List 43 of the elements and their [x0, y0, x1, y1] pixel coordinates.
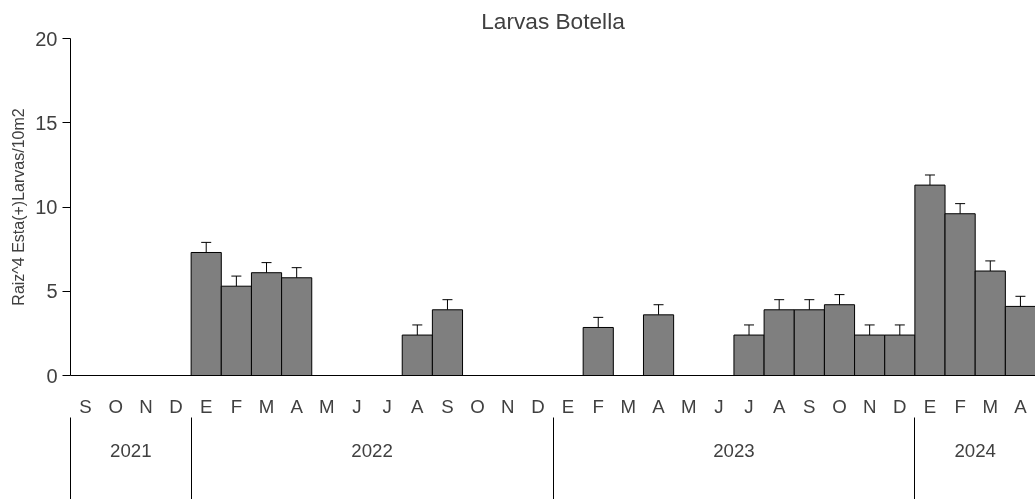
- x-tick-label: M: [680, 395, 697, 417]
- text: 2021: [110, 439, 152, 461]
- x-tick-label: A: [290, 395, 304, 417]
- x-tick-label: A: [411, 395, 425, 417]
- x-tick-label: F: [592, 395, 604, 417]
- x-tick-label: E: [199, 395, 213, 417]
- x-tick-label: J: [352, 395, 362, 417]
- chart-title: Larvas Botella: [481, 7, 626, 34]
- x-tick-label: M: [620, 395, 637, 417]
- x-tick-label: M: [982, 395, 999, 417]
- x-tick-label: A: [772, 395, 786, 417]
- y-tick-label: 10: [35, 196, 58, 218]
- x-tick-label: M: [319, 395, 335, 417]
- x-tick-label: D: [169, 395, 183, 417]
- x-tick-label: S: [79, 395, 92, 417]
- x-tick-label: A: [652, 395, 666, 417]
- x-tick-label: E: [561, 395, 575, 417]
- x-tick-label: O: [108, 395, 123, 417]
- text: 2023: [713, 439, 755, 461]
- x-tick-label: D: [893, 395, 907, 417]
- x-tick-label: J: [382, 395, 392, 417]
- y-tick-label: 15: [35, 111, 58, 134]
- text: 2024: [954, 439, 996, 461]
- x-tick-label: J: [714, 395, 724, 417]
- text: 2022: [351, 439, 393, 461]
- x-tick-label: N: [501, 395, 515, 417]
- x-tick-label: O: [470, 395, 485, 417]
- x-tick-label: M: [258, 395, 275, 417]
- x-tick-label: S: [803, 395, 816, 417]
- x-tick-label: J: [744, 395, 754, 417]
- x-tick-label: S: [441, 395, 454, 417]
- y-tick-label: 5: [46, 280, 58, 303]
- y-axis-title: Raiz^4 Esta(+)Larvas/10m2: [10, 108, 28, 306]
- y-tick-label: 0: [46, 364, 58, 387]
- x-tick-label: N: [139, 395, 153, 417]
- x-tick-label: O: [832, 395, 847, 417]
- x-tick-label: F: [230, 395, 243, 417]
- x-tick-label: N: [862, 395, 877, 417]
- x-tick-label: F: [954, 395, 966, 417]
- x-tick-label: E: [923, 395, 937, 417]
- y-tick-label: 20: [35, 27, 58, 50]
- x-tick-label: A: [1014, 395, 1028, 417]
- x-tick-label: D: [531, 395, 545, 417]
